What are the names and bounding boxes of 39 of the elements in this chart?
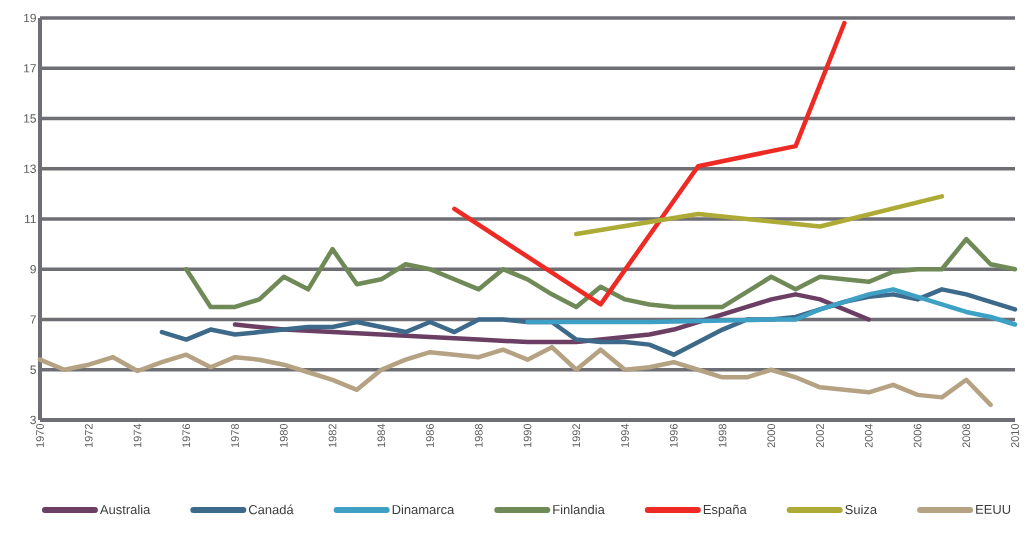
x-tick-label: 2002 (816, 424, 824, 448)
legend-label: España (703, 504, 747, 517)
legend-label: Canadá (248, 504, 294, 515)
legend-label: Dinamarca (392, 504, 455, 515)
x-tick-label: 1994 (621, 423, 629, 448)
x-tick-label: 1988 (474, 424, 483, 448)
x-tick-label: 1982 (328, 424, 337, 448)
x-tick-label: 2006 (913, 424, 922, 448)
x-tick-label: 2004 (864, 423, 873, 448)
x-tick-label: 1976 (182, 424, 191, 448)
x-tick-label: 1998 (718, 424, 727, 448)
x-tick-label: 1970 (36, 423, 44, 448)
x-tick-label: 1992 (572, 424, 581, 448)
line-series (452, 20, 847, 307)
x-tick-label: 2008 (962, 424, 971, 448)
x-tick-label: 1986 (426, 424, 434, 448)
y-tick-label: 3 (30, 415, 36, 425)
y-tick-label: 9 (30, 265, 36, 274)
y-tick-label: 17 (24, 64, 36, 73)
y-tick-label: 5 (30, 365, 36, 374)
x-tick-label: 1990 (523, 423, 532, 448)
legend-label: Suiza (845, 504, 878, 515)
x-tick-label: 1978 (231, 424, 239, 448)
x-tick-label: 1984 (377, 423, 386, 448)
line-series (574, 194, 945, 237)
x-tick-label: 1972 (84, 424, 93, 448)
x-tick-label: 2010 (1011, 423, 1019, 448)
x-tick-label: 1974 (133, 423, 142, 448)
y-tick-label: 19 (24, 13, 36, 23)
y-tick-label: 15 (24, 114, 36, 123)
x-tick-label: 1996 (669, 424, 678, 448)
x-tick-label: 1980 (279, 423, 288, 448)
y-tick-label: 7 (30, 315, 36, 324)
legend-label: EEUU (976, 504, 1011, 514)
legend-label: Australia (99, 504, 151, 515)
x-tick-label: 2000 (767, 423, 776, 448)
y-tick-label: 11 (24, 214, 36, 224)
y-tick-label: 13 (24, 164, 36, 173)
legend-label: Finlandia (553, 504, 605, 515)
